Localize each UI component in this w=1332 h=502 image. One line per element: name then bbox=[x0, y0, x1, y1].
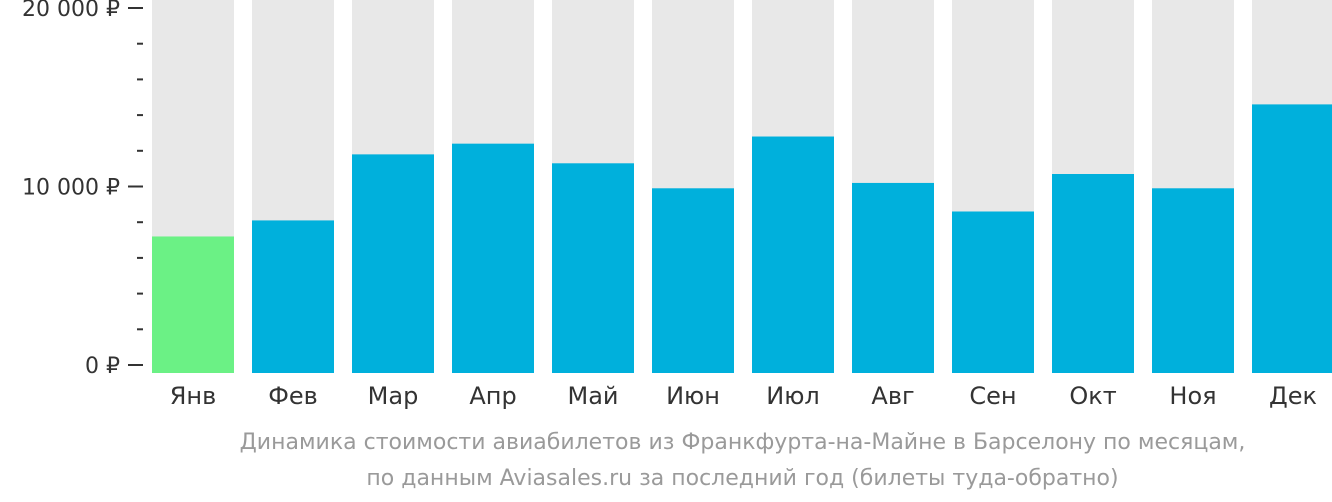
bar-1 bbox=[152, 236, 234, 373]
bar-9 bbox=[952, 211, 1034, 373]
x-tick-label-4: Апр bbox=[469, 382, 516, 410]
bar-4 bbox=[452, 143, 534, 373]
bar-3 bbox=[352, 154, 434, 373]
y-tick-label-1: 0 ₽ bbox=[85, 354, 120, 379]
x-tick-label-7: Июл bbox=[766, 382, 820, 410]
x-tick-label-1: Янв bbox=[170, 382, 217, 410]
bar-12 bbox=[1252, 104, 1332, 373]
x-tick-label-2: Фев bbox=[268, 382, 318, 410]
x-tick-label-11: Ноя bbox=[1169, 382, 1216, 410]
x-tick-label-8: Авг bbox=[871, 382, 914, 410]
bar-10 bbox=[1052, 174, 1134, 373]
bar-7 bbox=[752, 136, 834, 373]
bar-6 bbox=[652, 188, 734, 373]
x-tick-label-5: Май bbox=[567, 382, 618, 410]
bar-5 bbox=[552, 163, 634, 373]
bar-2 bbox=[252, 220, 334, 373]
x-tick-label-9: Сен bbox=[969, 382, 1016, 410]
x-tick-label-3: Мар bbox=[368, 382, 419, 410]
x-tick-label-10: Окт bbox=[1069, 382, 1116, 410]
y-axis: 0 ₽ 10 000 ₽ 20 000 ₽ bbox=[22, 0, 143, 379]
x-axis-labels: Янв Фев Мар Апр Май Июн Июл Авг Сен Окт Ноя Дек bbox=[170, 382, 1317, 410]
y-tick-label-3: 20 000 ₽ bbox=[22, 0, 120, 22]
x-tick-label-12: Дек bbox=[1269, 382, 1317, 410]
y-tick-label-2: 10 000 ₽ bbox=[22, 176, 120, 201]
value-bars bbox=[152, 104, 1332, 373]
x-tick-label-6: Июн bbox=[666, 382, 720, 410]
bar-8 bbox=[852, 182, 934, 373]
chart-caption-line-1: Динамика стоимости авиабилетов из Франкф… bbox=[239, 430, 1246, 455]
bar-11 bbox=[1152, 188, 1234, 373]
chart-caption-line-2: по данным Aviasales.ru за последний год … bbox=[366, 466, 1119, 491]
